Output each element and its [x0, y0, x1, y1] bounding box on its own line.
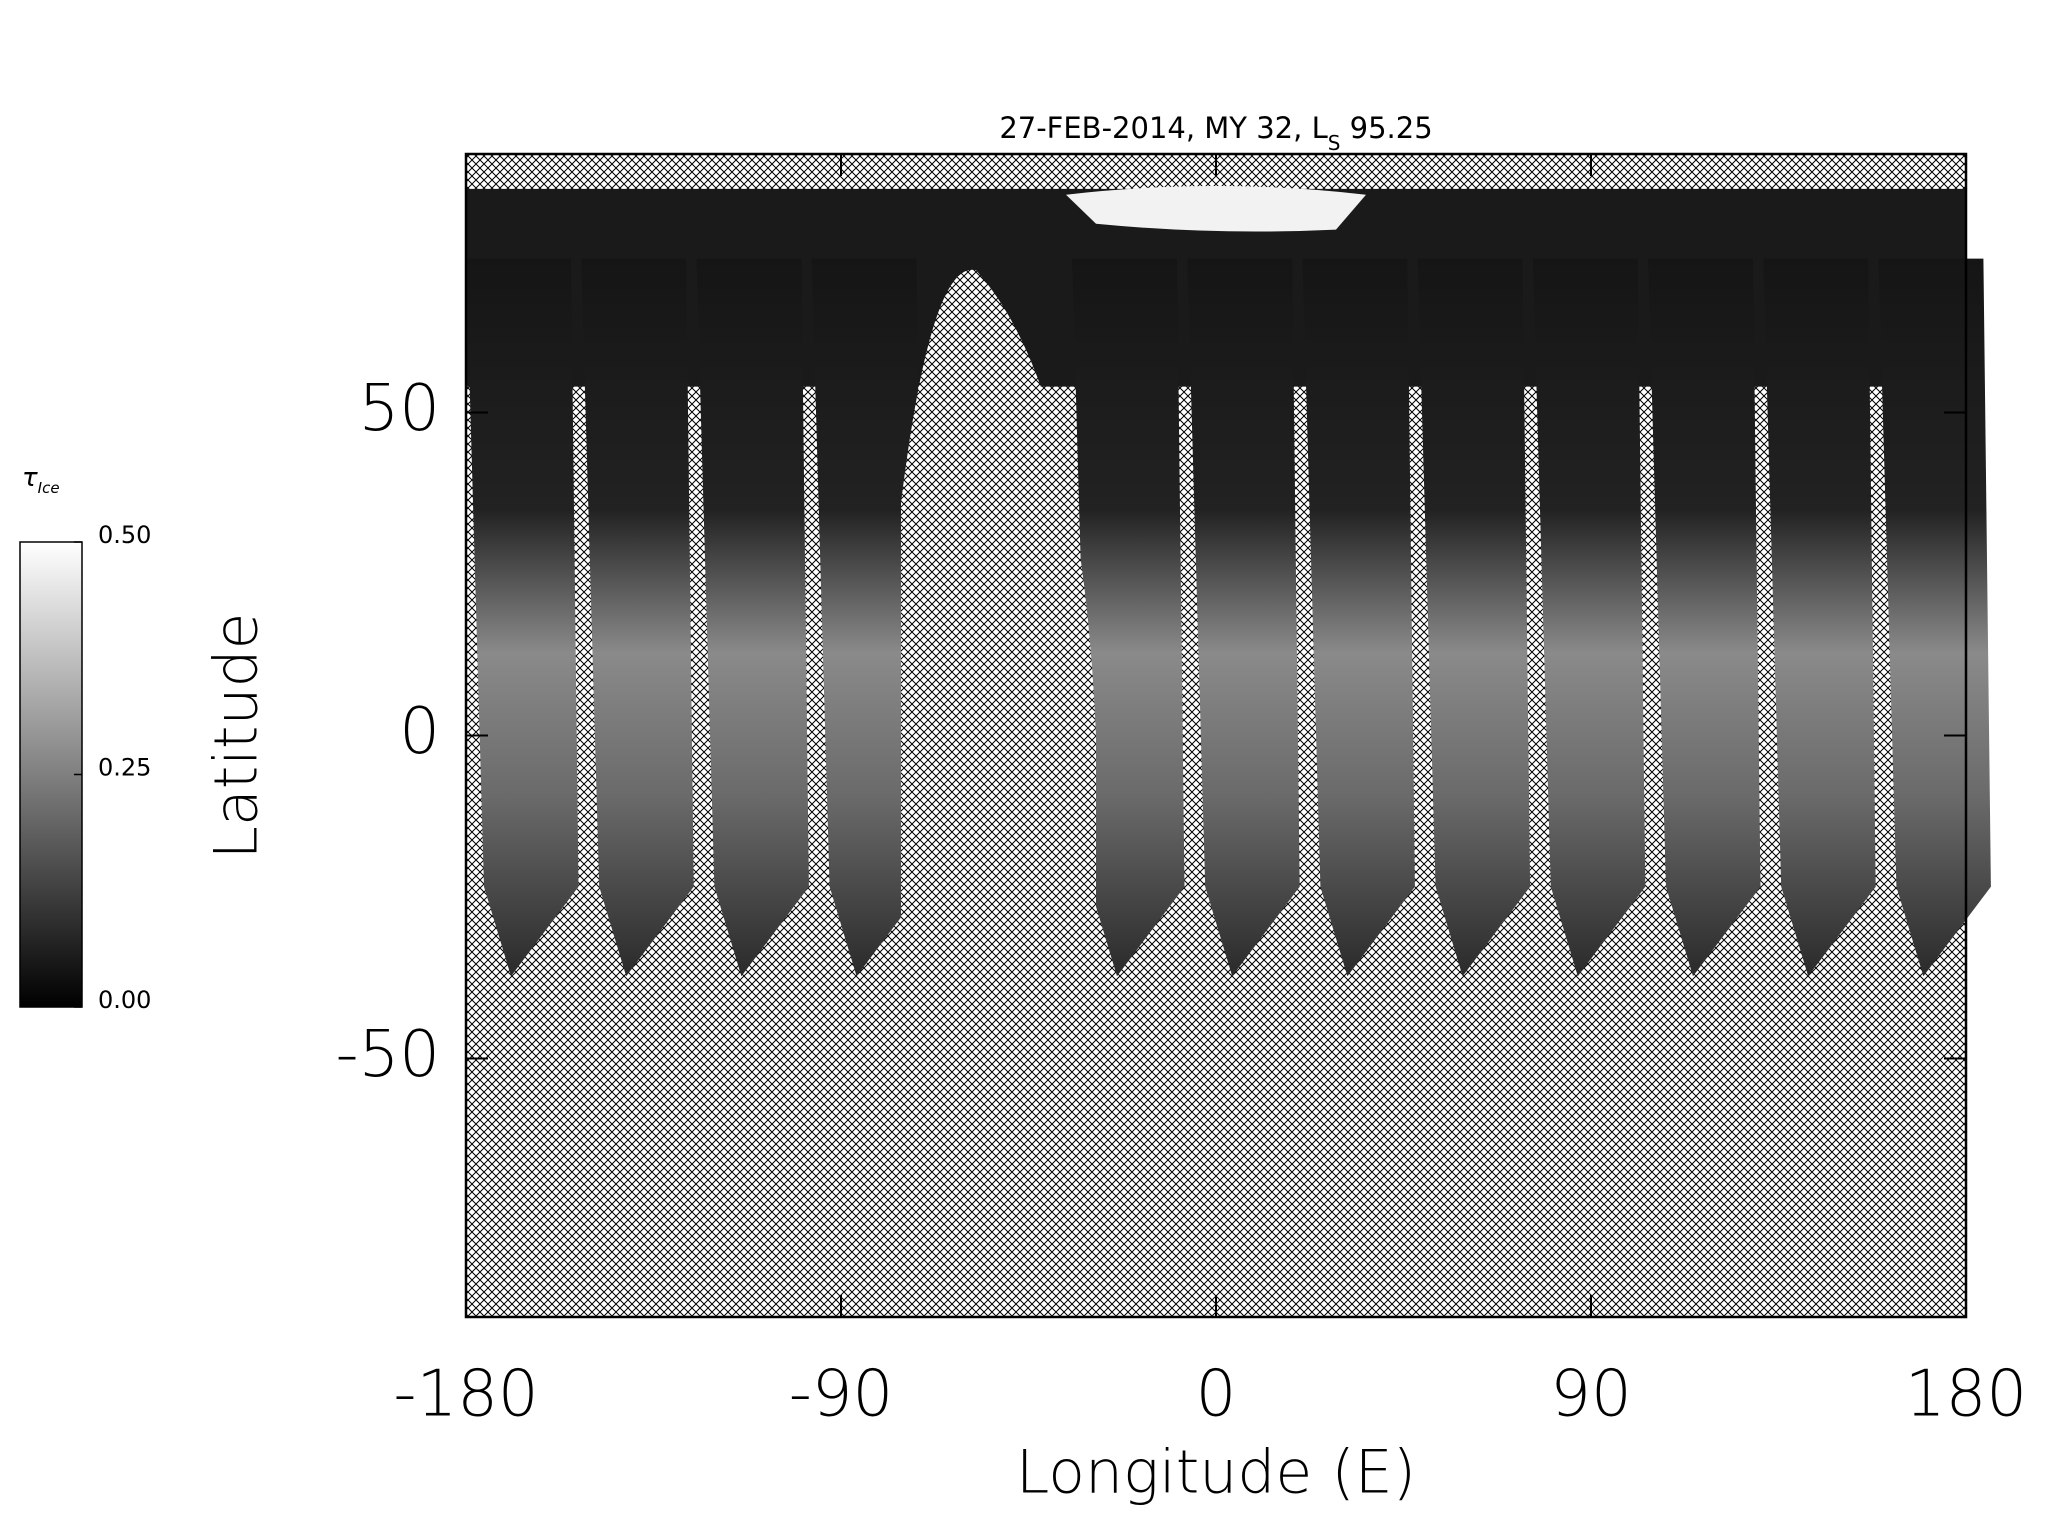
x-tick-label: -90 [789, 1358, 894, 1432]
y-axis-label: Latitude [202, 613, 272, 860]
colorbar [19, 541, 83, 1008]
title-main: 27-FEB-2014, MY 32, L [999, 111, 1327, 145]
colorbar-subscript: Ice [38, 479, 60, 497]
swath [466, 258, 579, 977]
title-subscript: S [1328, 131, 1341, 155]
x-tick-label: 0 [1196, 1358, 1237, 1432]
swath [811, 258, 925, 977]
colorbar-tick-label: 0.25 [98, 754, 151, 782]
x-axis-label: Longitude (E) [1016, 1438, 1416, 1508]
swath [1648, 258, 1761, 977]
colorbar-label: τIce [22, 463, 60, 497]
y-tick-label: 50 [359, 372, 440, 446]
swath [1187, 258, 1300, 977]
swath [1302, 258, 1415, 977]
swath [1878, 258, 1991, 977]
chart-title: 27-FEB-2014, MY 32, LS 95.25 [999, 111, 1432, 155]
x-tick-label: -180 [393, 1358, 538, 1432]
swath [581, 258, 694, 977]
polar-cap [1066, 185, 1366, 232]
gap-dome [901, 269, 1096, 977]
colorbar-symbol: τ [22, 463, 38, 493]
swath [1417, 258, 1531, 977]
title-end: 95.25 [1340, 111, 1432, 145]
colorbar-tick-label: 0.50 [98, 521, 151, 549]
swath [1072, 258, 1185, 977]
swath [1532, 258, 1646, 977]
y-tick-label: -50 [335, 1018, 440, 1092]
x-tick-label: 180 [1905, 1358, 2027, 1432]
swath [696, 258, 809, 977]
y-tick-label: 0 [399, 695, 440, 769]
x-tick-label: 90 [1550, 1358, 1631, 1432]
plot-area [464, 152, 1991, 1319]
swath [1763, 258, 1876, 977]
colorbar-tick-label: 0.00 [98, 986, 151, 1014]
